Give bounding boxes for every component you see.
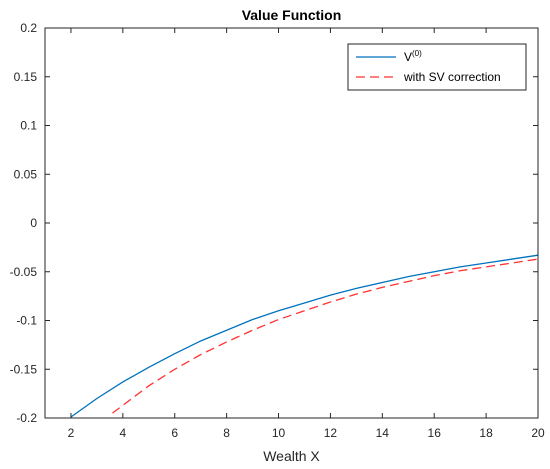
x-tick-label: 6 (171, 426, 178, 440)
x-axis-label: Wealth X (263, 448, 320, 464)
x-tick-label: 20 (531, 426, 545, 440)
x-tick-label: 2 (68, 426, 75, 440)
x-tick-label: 8 (223, 426, 230, 440)
legend-box (347, 43, 527, 91)
x-tick-label: 10 (272, 426, 286, 440)
x-tick-label: 4 (119, 426, 126, 440)
y-tick-label: 0.05 (14, 167, 38, 181)
legend-label: V(0) (404, 49, 422, 64)
y-tick-label: -0.15 (10, 362, 38, 376)
x-tick-label: 12 (324, 426, 338, 440)
x-tick-label: 16 (428, 426, 442, 440)
x-tick-label: 14 (376, 426, 390, 440)
series-line-v0 (70, 254, 538, 418)
series-line-sv-correction (112, 258, 538, 414)
y-tick-label: 0.1 (20, 119, 37, 133)
y-tick-label: -0.1 (16, 314, 37, 328)
y-tick-label: -0.2 (16, 411, 37, 425)
legend: V(0) with SV correction (347, 43, 527, 91)
x-tick-label: 18 (479, 426, 493, 440)
y-tick-label: 0.15 (14, 70, 38, 84)
y-tick-label: 0 (30, 216, 37, 230)
y-tick-label: 0.2 (20, 21, 37, 35)
legend-label: with SV correction (403, 70, 501, 84)
y-tick-label: -0.05 (10, 265, 38, 279)
chart-title: Value Function (242, 7, 342, 23)
